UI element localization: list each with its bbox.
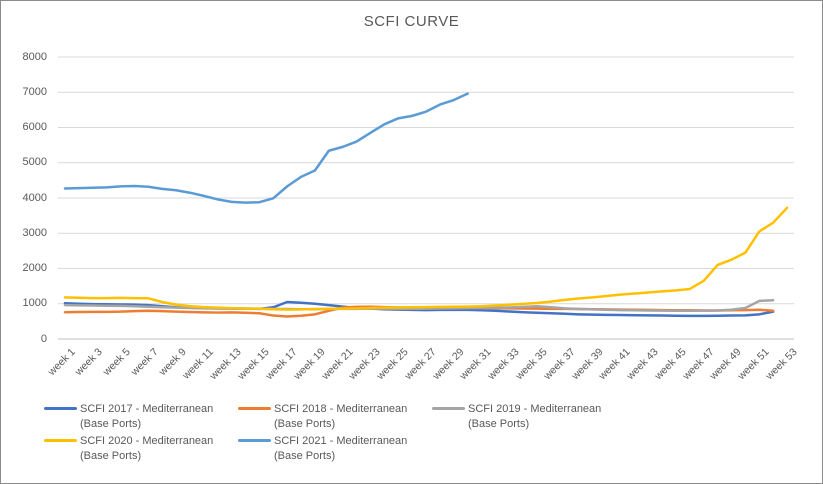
y-axis-tick-label: 6000 xyxy=(22,121,47,133)
y-axis-tick-label: 5000 xyxy=(22,156,47,169)
legend-label: SCFI 2021 - Mediterranean (Base Ports) xyxy=(274,435,408,462)
y-axis-tick-label: 8000 xyxy=(22,50,47,63)
legend-line-marker xyxy=(238,439,271,442)
legend-item-2019[interactable]: SCFI 2019 - Mediterranean (Base Ports) xyxy=(432,402,601,431)
legend-label: SCFI 2019 - Mediterranean (Base Ports) xyxy=(468,403,602,430)
legend-label: SCFI 2017 - Mediterranean (Base Ports) xyxy=(80,403,214,430)
y-axis-tick-label: 3000 xyxy=(22,226,47,239)
legend-label: SCFI 2020 - Mediterranean (Base Ports) xyxy=(80,435,214,462)
legend-line-marker xyxy=(44,439,77,442)
y-axis-tick-label: 7000 xyxy=(22,85,47,98)
y-axis-tick-label: 4000 xyxy=(22,191,47,204)
legend-line-marker xyxy=(432,407,465,410)
y-axis-tick-label: 1000 xyxy=(22,297,47,310)
chart-title: SCFI CURVE xyxy=(363,13,460,30)
legend-item-2020[interactable]: SCFI 2020 - Mediterranean (Base Ports) xyxy=(44,434,213,463)
legend-label: SCFI 2018 - Mediterranean (Base Ports) xyxy=(274,403,408,430)
y-axis-tick-label: 2000 xyxy=(22,262,47,274)
series-line-2019[interactable] xyxy=(63,298,775,313)
legend-line-marker xyxy=(44,407,77,410)
legend-item-2017[interactable]: SCFI 2017 - Mediterranean (Base Ports) xyxy=(44,402,213,431)
legend-item-2018[interactable]: SCFI 2018 - Mediterranean (Base Ports) xyxy=(238,402,407,431)
series-line-2020[interactable] xyxy=(63,206,789,311)
y-axis-tick-label: 0 xyxy=(40,332,47,345)
legend-item-2021[interactable]: SCFI 2021 - Mediterranean (Base Ports) xyxy=(238,434,407,463)
legend-line-marker xyxy=(238,407,271,410)
series-line-2021[interactable] xyxy=(63,92,469,204)
